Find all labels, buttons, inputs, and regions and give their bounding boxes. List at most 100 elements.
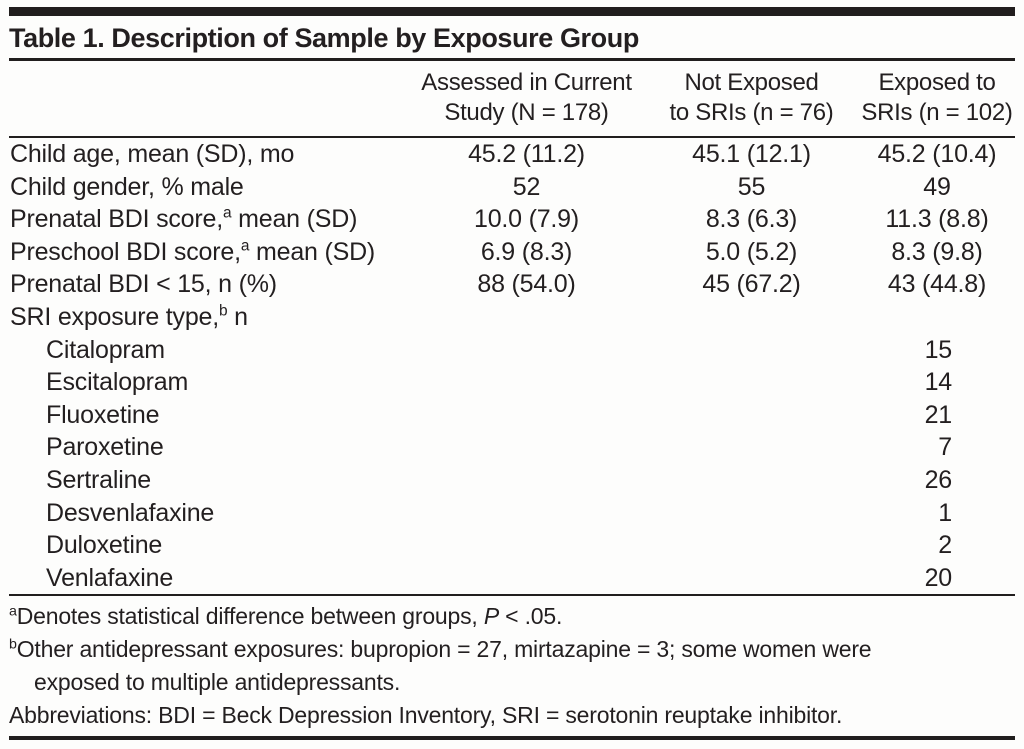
bottom-rule — [9, 736, 1015, 741]
table-row: Sertraline 26 — [9, 464, 1015, 497]
cell-not-exposed — [644, 562, 859, 595]
cell-not-exposed: 45 (67.2) — [702, 270, 801, 299]
table-header-row: Assessed in Current Study (N = 178) Not … — [9, 61, 1015, 136]
footnote-marker: a — [240, 237, 250, 255]
title-divider — [9, 58, 1015, 61]
row-label: Venlafaxine — [46, 563, 174, 592]
cell-assessed: 10.0 (7.9) — [473, 205, 579, 234]
cell-exposed: 43 (44.8) — [887, 270, 987, 299]
row-label: Sertraline — [46, 465, 151, 494]
row-label: Prenatal BDI < 15, n (%) — [10, 270, 277, 299]
cell-exposed: 49 — [923, 172, 951, 201]
cell-assessed — [409, 366, 644, 399]
table-row: Prenatal BDI < 15, n (%) 88 (54.0) 45 (67.… — [9, 268, 1015, 301]
cell-exposed: 21 — [859, 399, 1015, 432]
top-rule — [9, 7, 1015, 16]
row-label: Paroxetine — [46, 433, 164, 462]
cell-assessed — [409, 464, 644, 497]
cell-not-exposed — [644, 334, 859, 367]
cell-not-exposed: 8.3 (6.3) — [705, 205, 798, 234]
cell-assessed — [409, 399, 644, 432]
row-label: Escitalopram — [46, 368, 189, 397]
table-row: Duloxetine 2 — [9, 529, 1015, 562]
footnote-line: bOther antidepressant exposures: bupropi… — [9, 636, 872, 663]
footnotes: aDenotes statistical difference between … — [9, 596, 1015, 732]
column-header-line: Not Exposed — [684, 69, 819, 96]
cell-assessed — [409, 431, 644, 464]
footnote-divider — [9, 594, 1015, 597]
table-row: Child gender, % male 52 55 49 — [9, 171, 1015, 204]
cell-assessed: 45.2 (11.2) — [468, 140, 585, 168]
cell-exposed: 8.3 (9.8) — [891, 237, 983, 266]
cell-exposed: 15 — [859, 334, 1015, 367]
table-row: Fluoxetine 21 — [9, 399, 1015, 432]
cell-exposed: 7 — [859, 431, 1015, 464]
table-title: Table 1. Description of Sample by Exposu… — [9, 23, 639, 53]
footnote-line: Abbreviations: BDI = Beck Depression Inv… — [9, 702, 843, 729]
row-label: Fluoxetine — [46, 400, 160, 429]
footnote-line: aDenotes statistical difference between … — [9, 603, 563, 630]
column-header-line: Assessed in Current — [421, 69, 632, 96]
table-row: Venlafaxine 20 — [9, 562, 1015, 595]
cell-exposed: 20 — [859, 562, 1015, 595]
cell-assessed: 52 — [512, 172, 541, 201]
cell-assessed — [409, 334, 644, 367]
cell-exposed: 14 — [859, 366, 1015, 399]
cell-exposed: 11.3 (8.8) — [885, 205, 989, 234]
cell-value: 7 — [938, 433, 952, 462]
cell-not-exposed — [644, 301, 859, 334]
cell-value: 2 — [938, 531, 952, 560]
row-label: Child age, mean (SD), mo — [10, 140, 295, 168]
cell-exposed: 45.2 (10.4) — [877, 140, 997, 168]
column-header-assessed: Assessed in Current Study (N = 178) — [409, 68, 644, 128]
column-header-stub — [9, 68, 409, 128]
footnote-marker: b — [9, 636, 17, 653]
table-row: SRI exposure type,b n — [9, 301, 1015, 334]
cell-value: 26 — [924, 465, 953, 494]
cell-exposed — [859, 301, 1015, 334]
cell-value: 21 — [924, 400, 953, 429]
cell-value: 15 — [924, 335, 953, 364]
table-row: Desvenlafaxine 1 — [9, 497, 1015, 530]
column-header-exposed: Exposed to SRIs (n = 102) — [859, 68, 1015, 128]
cell-assessed — [409, 497, 644, 530]
cell-value: 14 — [924, 368, 953, 397]
cell-not-exposed: 5.0 (5.2) — [705, 237, 798, 266]
cell-value: 1 — [938, 498, 952, 527]
column-header-line: SRIs (n = 102) — [861, 99, 1013, 126]
cell-assessed — [409, 562, 644, 595]
footnote-marker: b — [219, 302, 228, 320]
cell-exposed: 26 — [859, 464, 1015, 497]
row-label: Prenatal BDI score,a mean (SD) — [10, 204, 358, 234]
table-row: Escitalopram 14 — [9, 366, 1015, 399]
footnote-marker: a — [222, 204, 232, 222]
cell-assessed — [409, 529, 644, 562]
column-header-line: Study (N = 178) — [444, 99, 609, 126]
column-header-line: to SRIs (n = 76) — [669, 99, 834, 126]
cell-assessed: 88 (54.0) — [477, 270, 576, 299]
cell-not-exposed — [644, 399, 859, 432]
cell-not-exposed — [644, 464, 859, 497]
row-label: SRI exposure type,b n — [10, 302, 248, 331]
table-row: Paroxetine 7 — [9, 431, 1015, 464]
table-body: Child age, mean (SD), mo 45.2 (11.2) 45.1 … — [9, 138, 1015, 594]
cell-not-exposed — [644, 366, 859, 399]
cell-exposed: 1 — [859, 497, 1015, 530]
cell-exposed: 2 — [859, 529, 1015, 562]
cell-assessed: 6.9 (8.3) — [480, 237, 573, 266]
header-divider — [9, 136, 1015, 138]
cell-not-exposed — [644, 497, 859, 530]
row-label: Child gender, % male — [10, 172, 244, 201]
cell-not-exposed — [644, 529, 859, 562]
row-label: Citalopram — [46, 335, 165, 364]
column-header-not-exposed: Not Exposed to SRIs (n = 76) — [644, 68, 859, 128]
row-label: Duloxetine — [46, 531, 163, 560]
table-row: Prenatal BDI score,a mean (SD) 10.0 (7.9)… — [9, 203, 1015, 236]
footnote-line: exposed to multiple antidepressants. — [34, 669, 401, 696]
row-label: Desvenlafaxine — [46, 498, 215, 527]
table-row: Citalopram 15 — [9, 334, 1015, 367]
cell-value: 20 — [924, 563, 953, 592]
footnote-marker: a — [9, 603, 17, 620]
table-figure: Table 1. Description of Sample by Exposu… — [0, 7, 1024, 749]
cell-assessed — [409, 301, 644, 334]
